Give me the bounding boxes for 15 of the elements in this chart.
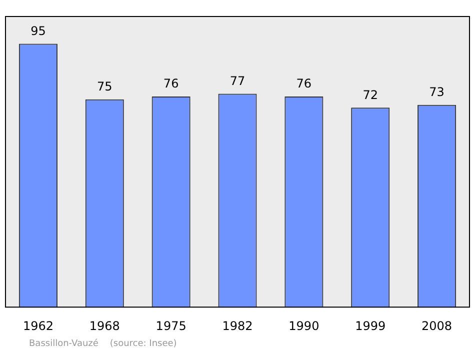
- x-tick-label: 2008: [422, 318, 452, 333]
- data-label: 77: [230, 74, 246, 88]
- x-tick-label: 1982: [222, 318, 253, 333]
- text: Bassillon-Vauzé (source: Insee): [29, 339, 177, 349]
- x-tick-label: 1968: [89, 318, 120, 333]
- data-label: 72: [362, 88, 378, 102]
- x-tick-label: 1962: [22, 318, 54, 333]
- data-label: 75: [97, 79, 112, 94]
- x-tick-label: 1975: [156, 318, 186, 333]
- x-tick-label: 1999: [355, 318, 386, 333]
- data-label: 95: [30, 24, 46, 38]
- data-label: 76: [296, 76, 312, 91]
- data-label: 73: [429, 84, 444, 99]
- data-label: 76: [163, 76, 179, 91]
- x-tick-label: 1990: [288, 318, 320, 333]
